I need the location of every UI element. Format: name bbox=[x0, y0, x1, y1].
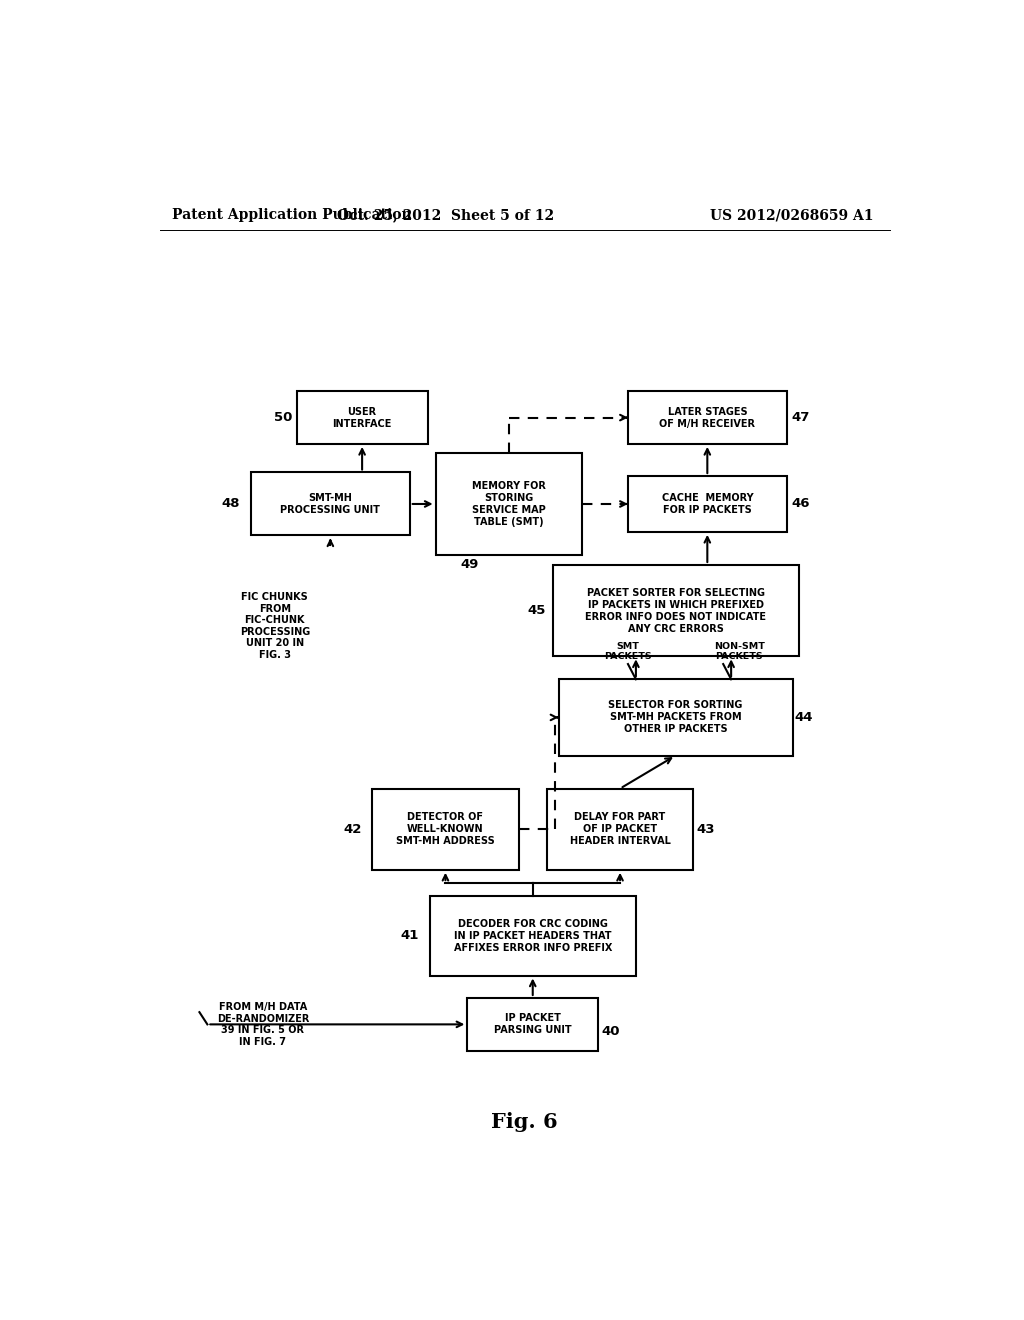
Text: 48: 48 bbox=[222, 498, 241, 511]
FancyBboxPatch shape bbox=[435, 453, 583, 554]
Text: 46: 46 bbox=[792, 498, 810, 511]
Text: 47: 47 bbox=[792, 411, 810, 424]
FancyBboxPatch shape bbox=[547, 788, 693, 870]
Text: 43: 43 bbox=[696, 822, 715, 836]
Text: PACKET SORTER FOR SELECTING
IP PACKETS IN WHICH PREFIXED
ERROR INFO DOES NOT IND: PACKET SORTER FOR SELECTING IP PACKETS I… bbox=[585, 587, 766, 634]
Text: Oct. 25, 2012  Sheet 5 of 12: Oct. 25, 2012 Sheet 5 of 12 bbox=[337, 209, 554, 222]
FancyBboxPatch shape bbox=[297, 391, 428, 444]
FancyBboxPatch shape bbox=[372, 788, 519, 870]
Text: MEMORY FOR
STORING
SERVICE MAP
TABLE (SMT): MEMORY FOR STORING SERVICE MAP TABLE (SM… bbox=[472, 480, 546, 527]
Text: 44: 44 bbox=[795, 711, 813, 723]
FancyBboxPatch shape bbox=[467, 998, 598, 1051]
Text: FIC CHUNKS
FROM
FIC-CHUNK
PROCESSING
UNIT 20 IN
FIG. 3: FIC CHUNKS FROM FIC-CHUNK PROCESSING UNI… bbox=[240, 591, 310, 660]
Text: SMT
PACKETS: SMT PACKETS bbox=[604, 642, 652, 661]
FancyBboxPatch shape bbox=[628, 477, 786, 532]
Text: 49: 49 bbox=[460, 558, 478, 572]
FancyBboxPatch shape bbox=[251, 473, 410, 536]
Text: 41: 41 bbox=[400, 929, 419, 942]
Text: NON-SMT
PACKETS: NON-SMT PACKETS bbox=[714, 642, 765, 661]
Text: 50: 50 bbox=[273, 411, 292, 424]
Text: FROM M/H DATA
DE-RANDOMIZER
39 IN FIG. 5 OR
IN FIG. 7: FROM M/H DATA DE-RANDOMIZER 39 IN FIG. 5… bbox=[217, 1002, 309, 1047]
Text: DECODER FOR CRC CODING
IN IP PACKET HEADERS THAT
AFFIXES ERROR INFO PREFIX: DECODER FOR CRC CODING IN IP PACKET HEAD… bbox=[454, 919, 612, 953]
Text: DETECTOR OF
WELL-KNOWN
SMT-MH ADDRESS: DETECTOR OF WELL-KNOWN SMT-MH ADDRESS bbox=[396, 812, 495, 846]
FancyBboxPatch shape bbox=[430, 896, 636, 975]
Text: LATER STAGES
OF M/H RECEIVER: LATER STAGES OF M/H RECEIVER bbox=[659, 407, 756, 429]
Text: IP PACKET
PARSING UNIT: IP PACKET PARSING UNIT bbox=[494, 1014, 571, 1035]
Text: Fig. 6: Fig. 6 bbox=[492, 1111, 558, 1133]
Text: DELAY FOR PART
OF IP PACKET
HEADER INTERVAL: DELAY FOR PART OF IP PACKET HEADER INTER… bbox=[569, 812, 671, 846]
Text: USER
INTERFACE: USER INTERFACE bbox=[333, 407, 392, 429]
Text: Patent Application Publication: Patent Application Publication bbox=[172, 209, 412, 222]
Text: 40: 40 bbox=[601, 1026, 620, 1038]
FancyBboxPatch shape bbox=[553, 565, 799, 656]
Text: CACHE  MEMORY
FOR IP PACKETS: CACHE MEMORY FOR IP PACKETS bbox=[662, 492, 753, 515]
Text: US 2012/0268659 A1: US 2012/0268659 A1 bbox=[711, 209, 873, 222]
Text: SELECTOR FOR SORTING
SMT-MH PACKETS FROM
OTHER IP PACKETS: SELECTOR FOR SORTING SMT-MH PACKETS FROM… bbox=[608, 701, 742, 734]
Text: 45: 45 bbox=[527, 605, 546, 618]
FancyBboxPatch shape bbox=[628, 391, 786, 444]
FancyBboxPatch shape bbox=[558, 680, 793, 755]
Text: 42: 42 bbox=[343, 822, 361, 836]
Text: SMT-MH
PROCESSING UNIT: SMT-MH PROCESSING UNIT bbox=[281, 492, 380, 515]
